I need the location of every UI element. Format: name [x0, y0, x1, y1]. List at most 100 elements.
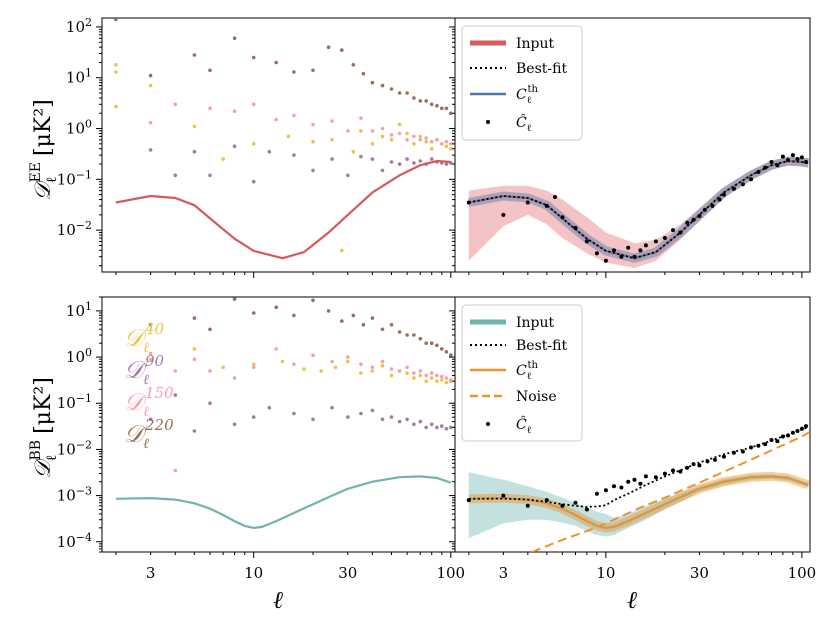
point-D90	[440, 424, 444, 428]
point-D40	[148, 83, 153, 88]
legend-chat-label: Ĉℓ	[516, 113, 532, 134]
panel-top-left-frame	[101, 17, 456, 273]
chat-point	[790, 153, 795, 158]
point-D220	[208, 68, 212, 73]
plot-area-tl	[114, 18, 453, 260]
point-D150	[311, 353, 315, 358]
plot-area-bl	[115, 297, 453, 530]
ticks-tr	[449, 26, 803, 278]
chat-point	[553, 195, 557, 199]
point-D90	[389, 415, 394, 419]
point-D90	[346, 415, 350, 419]
point-D40	[429, 376, 434, 380]
point-D90	[173, 173, 178, 178]
point-D150	[405, 138, 409, 142]
chat-point	[501, 493, 506, 498]
chat-point	[466, 498, 471, 503]
y-tick-label: 100	[66, 118, 92, 138]
point-D90	[449, 425, 453, 430]
chat-point	[653, 239, 658, 244]
point-stray	[173, 468, 178, 473]
point-D220	[429, 341, 434, 346]
chat-point	[804, 424, 808, 429]
point-D90	[208, 401, 212, 406]
point-D220	[192, 53, 197, 57]
chat-point	[501, 212, 506, 217]
chat-point	[799, 426, 804, 431]
chat-point	[594, 251, 599, 256]
chat-point	[612, 484, 616, 489]
point-D150	[330, 359, 334, 364]
legend-bestfit-label: Best-fit	[516, 61, 567, 77]
point-D220	[440, 106, 444, 111]
point-D90	[405, 417, 409, 422]
chat-point	[584, 507, 589, 512]
chat-point	[573, 500, 578, 505]
chat-point	[721, 454, 726, 459]
point-D220	[340, 48, 344, 52]
y-axis-label-ee: 𝒟ℓEE[μK²]	[28, 99, 60, 200]
panel-top-right	[449, 26, 810, 278]
chat-point	[731, 450, 736, 455]
chat-point	[678, 230, 683, 235]
point-D150	[251, 365, 256, 370]
chat-point	[786, 433, 790, 438]
chat-point	[717, 197, 722, 202]
chat-point	[638, 481, 643, 486]
chat-point	[544, 203, 549, 208]
chat-point	[786, 158, 790, 162]
point-D150	[148, 351, 153, 356]
legend-bottom-right-box	[461, 304, 583, 442]
point-D40	[405, 371, 409, 375]
point-D40	[359, 129, 363, 133]
point-D150	[359, 116, 363, 120]
chat-point	[466, 200, 471, 205]
chat-point	[691, 217, 696, 222]
legend-bottom-right: Input Best-fit Cℓth Noise Ĉℓ	[461, 304, 583, 442]
point-D40	[449, 147, 453, 151]
point-D220	[114, 18, 118, 22]
point-D220	[380, 327, 385, 332]
point-D90	[397, 419, 402, 424]
point-D90	[444, 162, 449, 166]
point-D90	[311, 168, 315, 173]
bestfit-curve	[468, 426, 809, 508]
chat-point	[653, 475, 658, 480]
chat-point	[749, 445, 753, 450]
bestfit-curve	[468, 160, 809, 260]
point-D150	[274, 117, 279, 122]
point-D40	[418, 373, 423, 378]
point-D90	[267, 149, 272, 154]
uncertainty-band	[468, 472, 809, 539]
point-D220	[292, 313, 296, 318]
point-D150	[418, 369, 423, 373]
chat-point	[603, 488, 608, 493]
y-tick-label: 100	[66, 346, 92, 366]
point-D90	[232, 422, 237, 427]
chat-point	[731, 186, 736, 191]
chat-point	[662, 471, 667, 476]
chat-point	[775, 163, 780, 168]
point-D150	[440, 142, 444, 146]
chat-point	[638, 248, 643, 253]
point-D90	[173, 393, 178, 397]
chat-point	[584, 239, 589, 244]
chat-point	[643, 474, 648, 479]
point-D40	[389, 373, 394, 378]
y-tick-label: 101	[66, 67, 92, 87]
y-tick-label: 10−2	[57, 219, 92, 239]
point-D40	[114, 63, 118, 67]
point-D90	[370, 157, 375, 161]
point-D150	[346, 355, 350, 359]
chat-point	[740, 449, 745, 454]
point-D90	[359, 154, 363, 159]
chat-point	[594, 491, 599, 496]
point-D40	[340, 248, 344, 253]
chat-point	[763, 442, 768, 447]
point-D90	[405, 157, 409, 161]
point-D150	[444, 376, 449, 380]
point-D90	[330, 405, 334, 410]
point-D150	[380, 359, 385, 364]
point-D150	[148, 121, 153, 125]
point-D150	[208, 106, 212, 111]
